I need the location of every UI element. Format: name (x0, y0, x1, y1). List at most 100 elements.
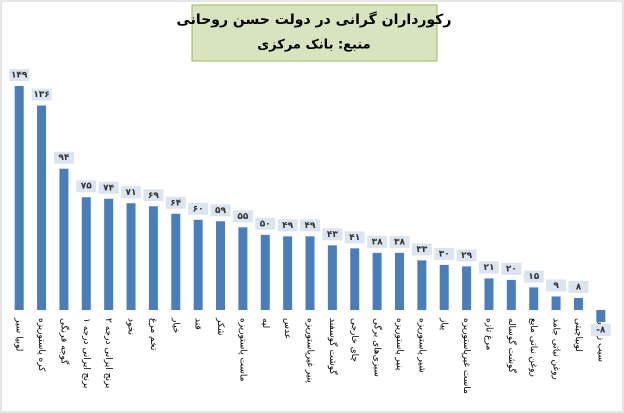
chart-title: رکورداران گرانی در دولت حسن روحانی (177, 11, 452, 28)
bar (193, 219, 203, 310)
x-tick-label: روغن نباتی مایع (528, 318, 538, 377)
value-label: ۹ (553, 281, 559, 291)
value-label-bg (568, 280, 589, 293)
value-label: ۳۳ (416, 245, 427, 255)
value-label-bg (31, 88, 52, 101)
title-box (191, 4, 438, 62)
bar (551, 296, 561, 310)
value-label-bg (456, 249, 477, 262)
value-label-bg (210, 204, 231, 217)
value-label-bg (76, 180, 97, 193)
bar (305, 236, 315, 310)
value-label: ۲۰ (506, 264, 517, 274)
value-label-bg (143, 189, 164, 202)
x-tick-label: پیاز (439, 317, 449, 331)
value-label: ۱۴۹ (11, 71, 28, 81)
x-tick-label: تخم مرغ (148, 318, 158, 351)
value-label: ۳۸ (372, 237, 383, 247)
value-label-bg (165, 196, 186, 209)
value-label-bg (344, 231, 365, 244)
bar (104, 198, 114, 310)
bar (126, 203, 136, 310)
value-label-bg (546, 279, 567, 292)
x-tick-label: شیر پاستوریزه (416, 318, 426, 373)
bar (529, 287, 539, 310)
x-tick-label: گوشت گوساله (506, 318, 518, 374)
value-label-bg (9, 69, 30, 81)
value-label: ۶۰ (193, 204, 204, 214)
value-label-bg (523, 270, 544, 283)
bar (327, 245, 337, 310)
x-tick-label: عدس (282, 318, 292, 339)
value-label-bg (411, 243, 432, 256)
x-tick-label: پنیر پاستوریزه (394, 318, 404, 371)
value-label: ۹۴ (58, 153, 69, 163)
value-label-bg (501, 262, 522, 275)
bar (506, 279, 516, 310)
x-tick-label: برنج ایرانی درجه ۲ (103, 318, 113, 388)
value-label: ۸ (576, 282, 582, 292)
value-label: ۳۸ (394, 237, 405, 247)
bar (372, 252, 382, 310)
bar (260, 234, 270, 310)
bar (462, 266, 472, 310)
x-tick-label: لوبیا سبز (14, 317, 24, 351)
x-tick-label: برنج ایرانی درجه ۱ (81, 318, 91, 388)
bar (81, 197, 91, 310)
value-label: ۶۴ (170, 198, 181, 208)
x-tick-label: ماست غیرپاستوریزه (461, 318, 471, 394)
x-tick-label: ماست پاستوریزه (237, 318, 247, 382)
value-label: -۸ (596, 326, 606, 336)
bar (59, 168, 69, 310)
x-tick-label: قند (193, 318, 203, 330)
bar (216, 221, 226, 310)
bar (37, 105, 47, 310)
bar (283, 236, 293, 310)
bar (14, 86, 24, 310)
chart-subtitle: منبع: بانک مرکزی (257, 38, 370, 53)
x-tick-label: شکر (215, 317, 225, 335)
value-label-bg (232, 210, 253, 223)
value-label-bg (367, 235, 388, 248)
bar (484, 278, 494, 310)
value-label-bg (322, 228, 343, 241)
x-tick-label: لپه (260, 318, 270, 328)
value-label: ۷۱ (126, 188, 137, 198)
value-label: ۴۳ (327, 230, 338, 240)
value-label: ۵۵ (237, 212, 248, 222)
value-label-bg (277, 219, 298, 232)
bar (394, 252, 404, 310)
value-label: ۷۴ (103, 183, 114, 193)
x-tick-label: مرغ تازه (483, 318, 493, 351)
value-label-bg (300, 219, 320, 232)
value-label: ۴۱ (349, 233, 360, 243)
value-label-bg (255, 217, 276, 230)
value-label-bg (434, 247, 455, 260)
value-label: ۲۹ (461, 251, 472, 261)
x-tick-label: سبزی‌های برگی (372, 318, 384, 377)
x-tick-label: روغن نباتی جامد (551, 318, 561, 380)
value-label: ۵۰ (260, 219, 271, 229)
bar (439, 264, 449, 310)
x-tick-label: کره پاستوریزه (36, 318, 46, 372)
bar (350, 248, 360, 310)
x-tick-label: گوشت گوسفند (327, 318, 339, 375)
x-tick-label: گوجه فرنگی (58, 318, 70, 365)
value-label: ۲۱ (483, 263, 494, 273)
bar (148, 206, 158, 310)
x-tick-label: خیار (170, 317, 180, 333)
x-tick-label: نخود (126, 318, 136, 335)
value-label: ۱۵ (528, 272, 539, 282)
x-tick-label: سیب زمینی (595, 318, 605, 362)
value-label-bg (389, 235, 410, 248)
value-label-bg (590, 324, 611, 337)
bar (238, 227, 248, 310)
value-label-bg (98, 181, 119, 194)
value-label: ۵۹ (215, 206, 226, 216)
value-label: ۴۹ (305, 221, 316, 231)
bar (573, 297, 583, 310)
bar (596, 310, 606, 323)
x-tick-label: پنیر غیرپاستوریزه (305, 318, 315, 383)
value-label-bg (478, 261, 499, 274)
